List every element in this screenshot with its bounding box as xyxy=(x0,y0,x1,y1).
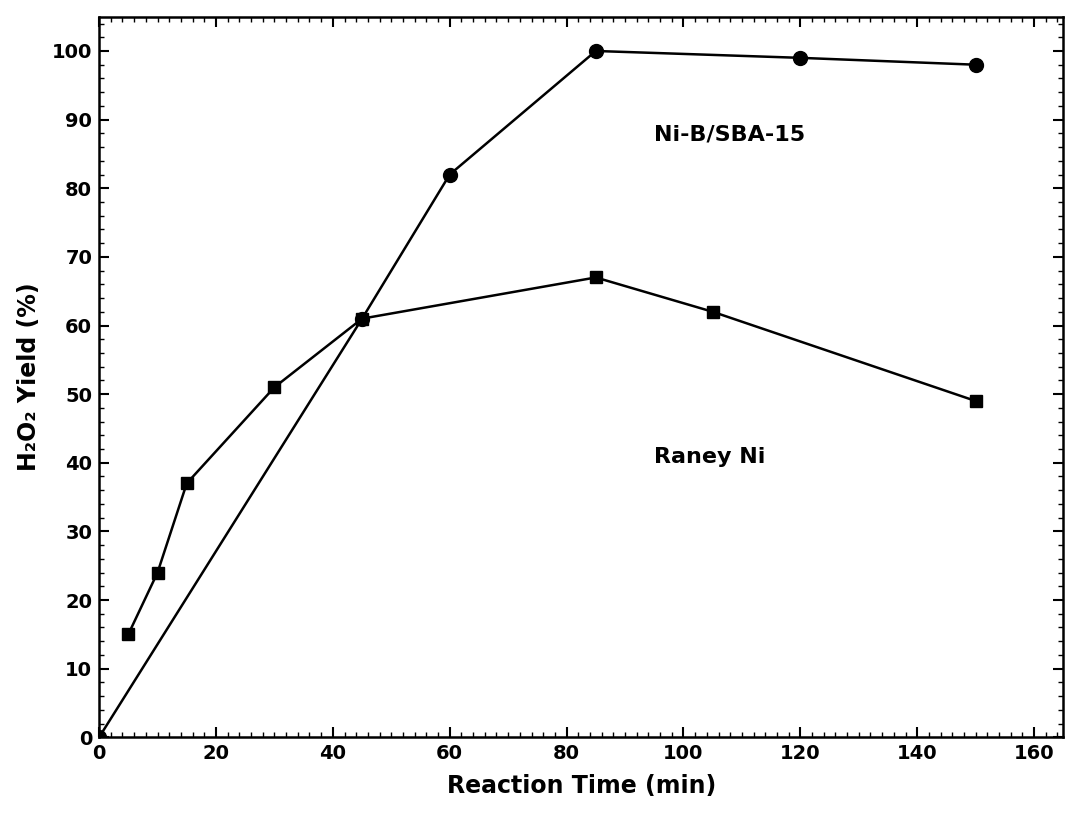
Text: Raney Ni: Raney Ni xyxy=(654,447,766,467)
Text: Ni-B/SBA-15: Ni-B/SBA-15 xyxy=(654,124,806,144)
X-axis label: Reaction Time (min): Reaction Time (min) xyxy=(447,774,716,799)
Y-axis label: H₂O₂ Yield (%): H₂O₂ Yield (%) xyxy=(16,283,41,471)
